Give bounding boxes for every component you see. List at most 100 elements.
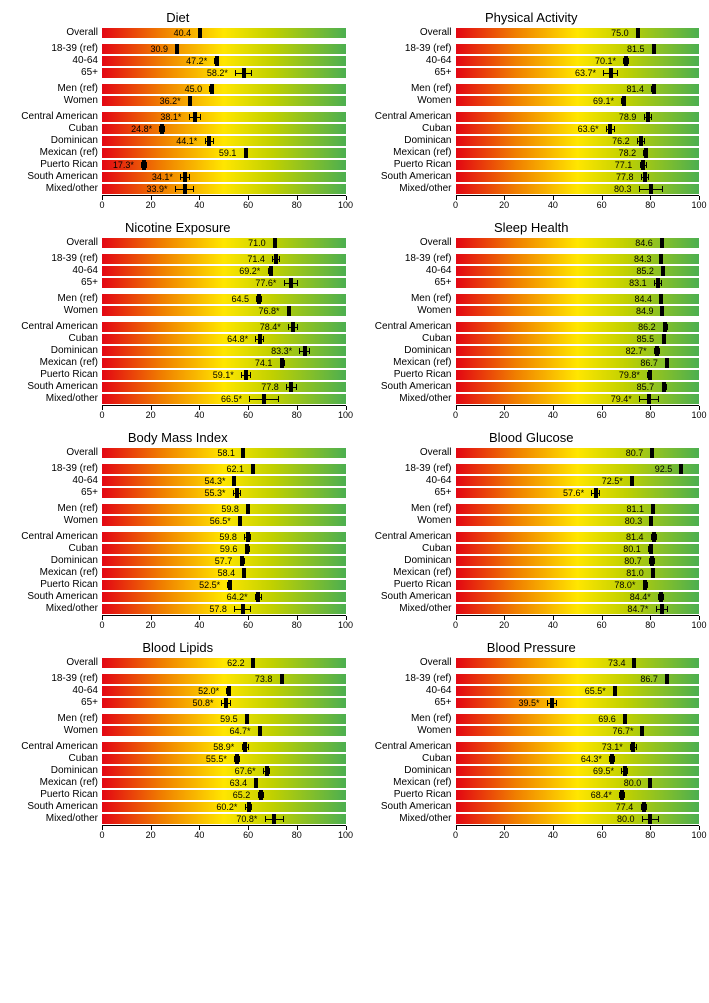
bar-row: 70.8*: [102, 813, 346, 825]
value-label: 82.7*: [626, 345, 647, 357]
gradient-bar: [456, 516, 700, 526]
value-label: 86.7: [640, 673, 658, 685]
value-marker: [183, 184, 187, 194]
value-marker: [665, 674, 669, 684]
y-label: Men (ref): [10, 503, 98, 515]
value-marker: [183, 172, 187, 182]
bar-row: 77.1: [456, 159, 700, 171]
value-marker: [648, 814, 652, 824]
gradient-bar: [456, 544, 700, 554]
axis-tick-label: 100: [691, 620, 706, 630]
bar-row: 77.8: [102, 381, 346, 393]
value-marker: [648, 370, 652, 380]
axis-tick-label: 60: [243, 200, 253, 210]
chart-area: Overall18-39 (ref)40-6465+Men (ref)Women…: [364, 27, 700, 210]
bar-row: 73.1*: [456, 741, 700, 753]
y-label: 18-39 (ref): [364, 673, 452, 685]
y-label: Cuban: [364, 543, 452, 555]
value-label: 92.5: [655, 463, 673, 475]
value-label: 71.4: [247, 253, 265, 265]
bar-row: 80.3: [456, 515, 700, 527]
axis-tick-label: 20: [146, 200, 156, 210]
gradient-bar: [456, 674, 700, 684]
value-marker: [649, 184, 653, 194]
bar-row: 78.2: [456, 147, 700, 159]
y-label: Dominican: [364, 345, 452, 357]
gradient-bar: [456, 56, 700, 66]
y-label: Dominican: [10, 135, 98, 147]
value-label: 65.2: [233, 789, 251, 801]
value-label: 59.6: [220, 543, 238, 555]
y-label: 18-39 (ref): [364, 253, 452, 265]
value-marker: [289, 278, 293, 288]
value-marker: [608, 124, 612, 134]
bar-row: 77.8: [456, 171, 700, 183]
bar-row: 58.9*: [102, 741, 346, 753]
bars-area: 71.071.469.2*77.6*64.576.8*78.4*64.8*83.…: [102, 237, 346, 420]
axis-tick-label: 80: [645, 410, 655, 420]
value-label: 52.5*: [199, 579, 220, 591]
y-label: 65+: [364, 67, 452, 79]
chart-grid: DietOverall18-39 (ref)40-6465+Men (ref)W…: [10, 10, 699, 840]
value-label: 73.1*: [602, 741, 623, 753]
value-label: 81.1: [626, 503, 644, 515]
value-marker: [659, 294, 663, 304]
bar-row: 72.5*: [456, 475, 700, 487]
bar-row: 80.7: [456, 447, 700, 459]
axis-tick-label: 100: [338, 410, 353, 420]
gradient-bar: [102, 334, 346, 344]
y-labels: Overall18-39 (ref)40-6465+Men (ref)Women…: [10, 447, 102, 630]
y-label: 40-64: [10, 475, 98, 487]
gradient-bar: [102, 254, 346, 264]
gradient-bar: [102, 44, 346, 54]
axis-tick-label: 20: [499, 830, 509, 840]
bar-row: 59.1*: [102, 369, 346, 381]
y-label: South American: [10, 591, 98, 603]
bar-row: 52.5*: [102, 579, 346, 591]
y-label: Men (ref): [364, 713, 452, 725]
bar-row: 84.9: [456, 305, 700, 317]
value-marker: [594, 488, 598, 498]
value-label: 78.2: [619, 147, 637, 159]
bar-row: 86.7: [456, 673, 700, 685]
panel-title: Blood Glucose: [364, 430, 700, 445]
y-label: Women: [10, 95, 98, 107]
bar-row: 68.4*: [456, 789, 700, 801]
bar-row: 79.8*: [456, 369, 700, 381]
value-marker: [289, 382, 293, 392]
bar-row: 62.2: [102, 657, 346, 669]
bar-row: 77.6*: [102, 277, 346, 289]
chart-area: Overall18-39 (ref)40-6465+Men (ref)Women…: [10, 27, 346, 210]
bar-row: 83.3*: [102, 345, 346, 357]
value-label: 77.6*: [255, 277, 276, 289]
value-marker: [242, 68, 246, 78]
panel-title: Body Mass Index: [10, 430, 346, 445]
y-label: Puerto Rican: [364, 789, 452, 801]
y-label: Women: [364, 95, 452, 107]
gradient-bar: [456, 28, 700, 38]
value-marker: [259, 790, 263, 800]
gradient-bar: [456, 698, 700, 708]
value-marker: [224, 698, 228, 708]
y-label: Mexican (ref): [364, 777, 452, 789]
bars-area: 80.792.572.5*57.6*81.180.381.480.180.781…: [456, 447, 700, 630]
value-marker: [662, 334, 666, 344]
y-label: Cuban: [364, 333, 452, 345]
gradient-bar: [102, 658, 346, 668]
y-label: Puerto Rican: [364, 579, 452, 591]
value-marker: [215, 56, 219, 66]
y-label: Central American: [364, 741, 452, 753]
bar-row: 59.6: [102, 543, 346, 555]
bar-row: 65.5*: [456, 685, 700, 697]
bar-row: 69.1*: [456, 95, 700, 107]
y-label: 18-39 (ref): [10, 253, 98, 265]
y-label: Mexican (ref): [10, 357, 98, 369]
value-label: 59.5: [220, 713, 238, 725]
y-labels: Overall18-39 (ref)40-6465+Men (ref)Women…: [364, 237, 456, 420]
value-marker: [257, 294, 261, 304]
bar-row: 81.5: [456, 43, 700, 55]
y-label: 65+: [364, 697, 452, 709]
chart-panel: Physical ActivityOverall18-39 (ref)40-64…: [364, 10, 700, 210]
value-marker: [622, 96, 626, 106]
value-label: 63.4: [230, 777, 248, 789]
